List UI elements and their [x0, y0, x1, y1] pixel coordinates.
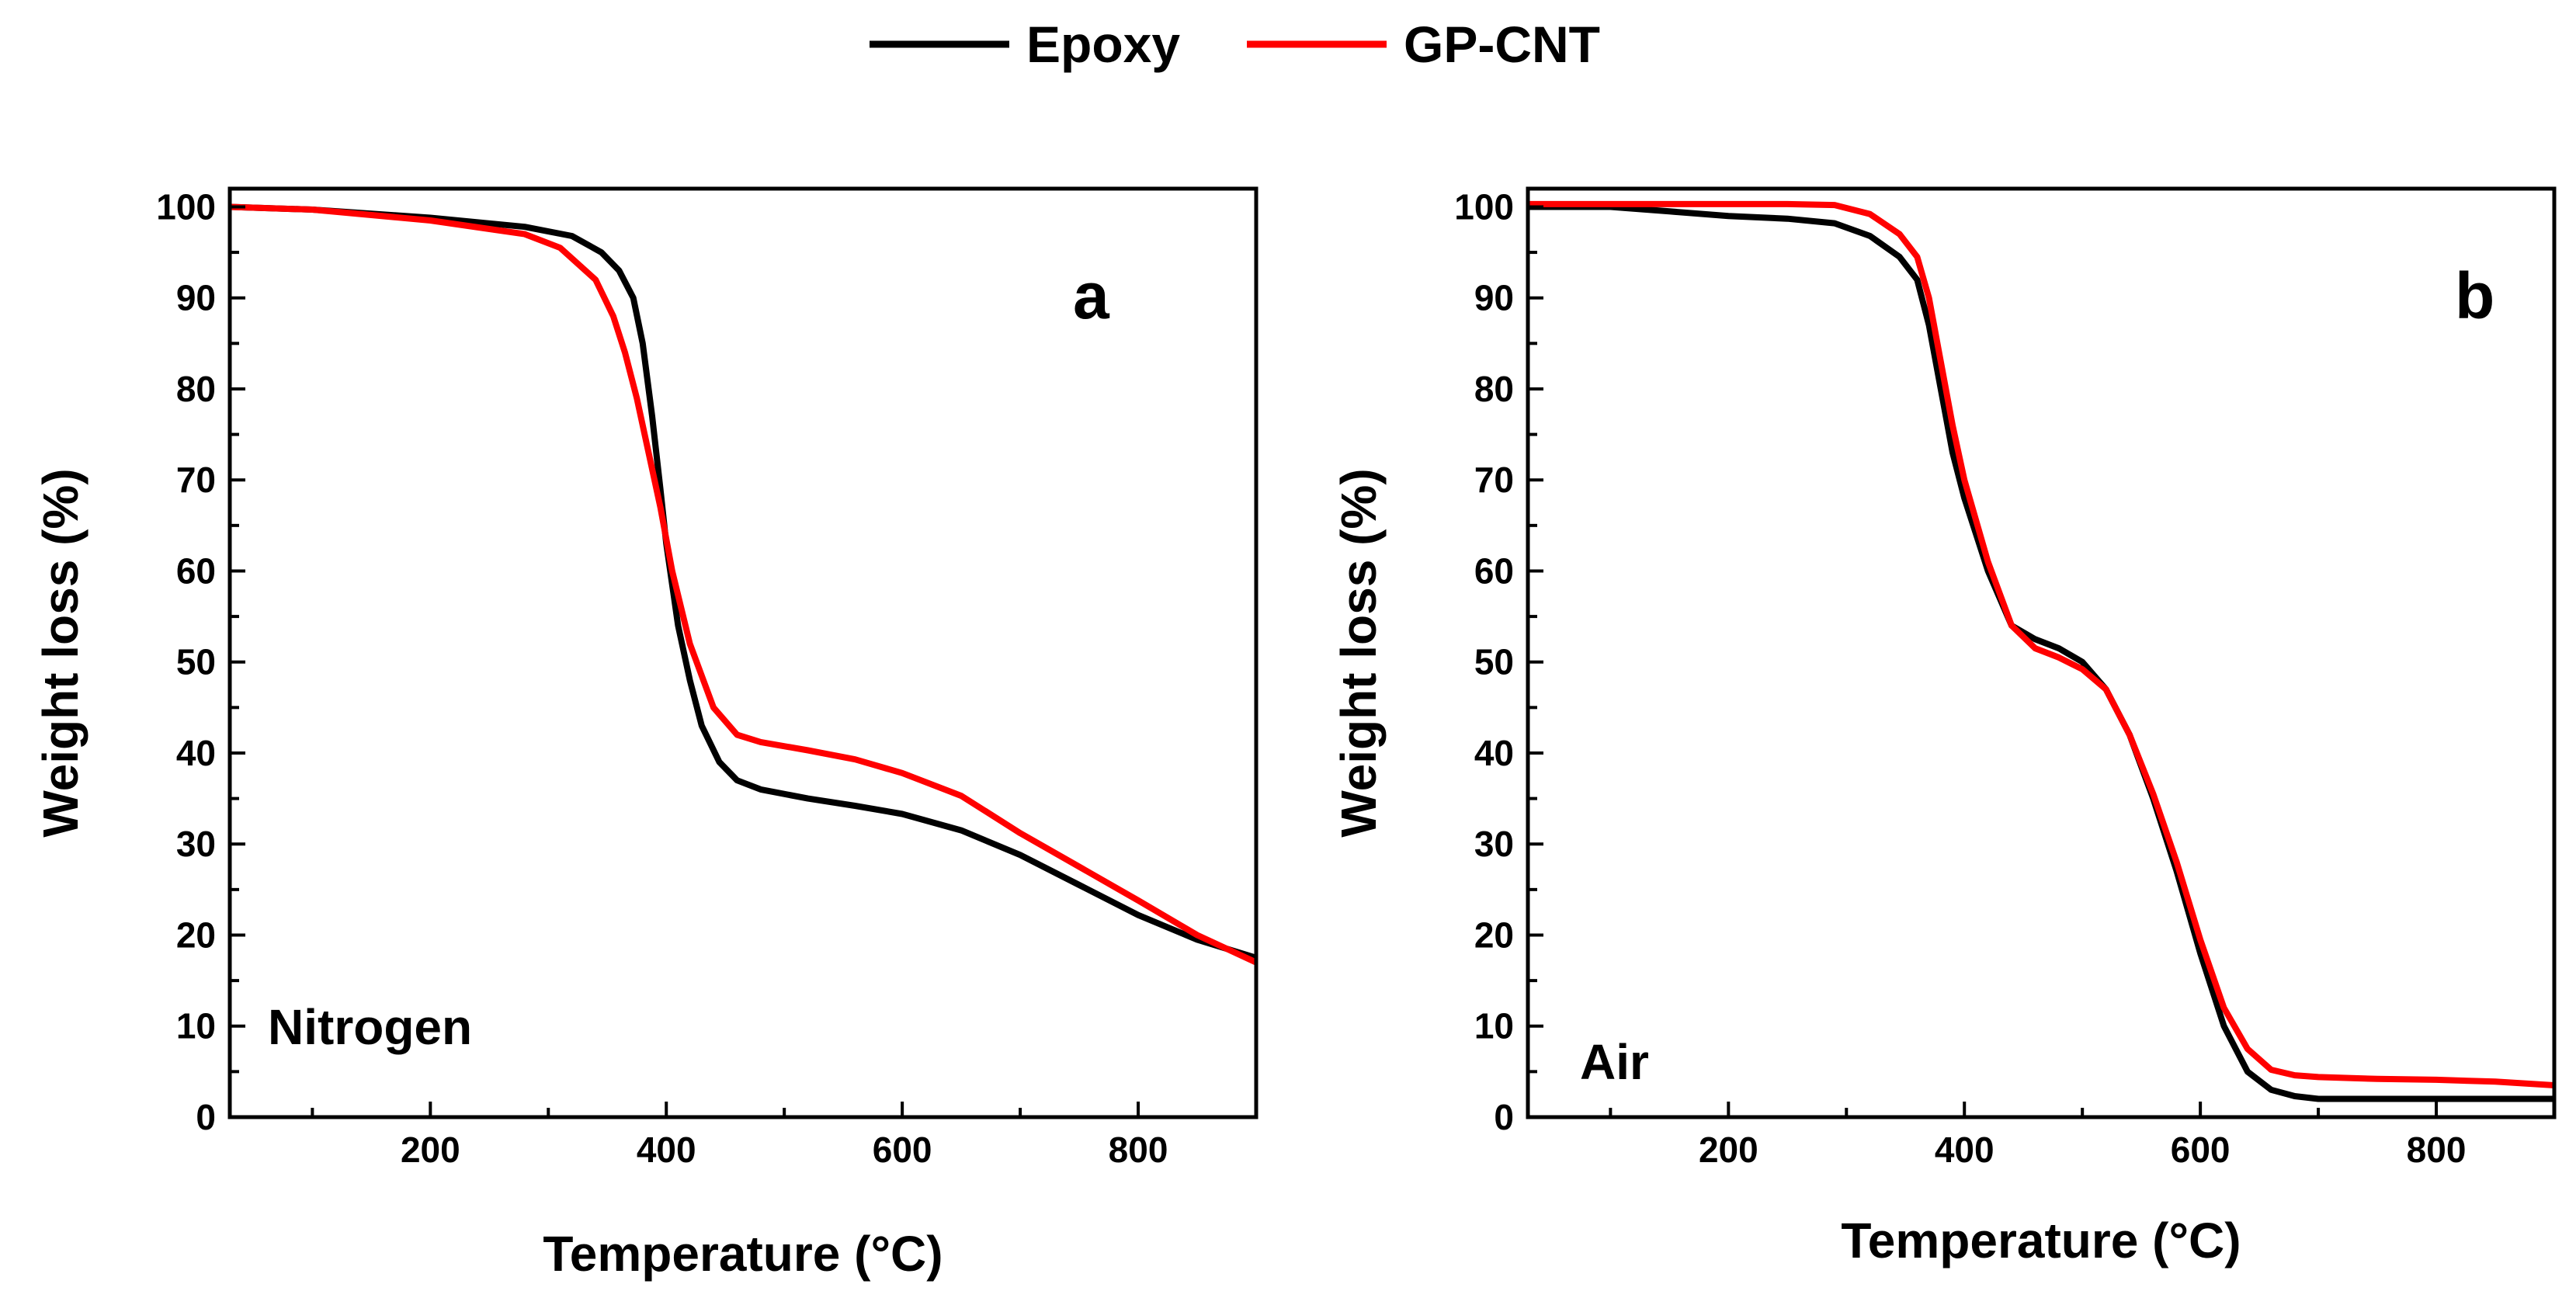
panel-b-ytick-label-70: 70: [1474, 460, 1514, 500]
panel-b-ytick-label-20: 20: [1474, 914, 1514, 955]
panel-b-xtick-label-800: 800: [2407, 1130, 2467, 1170]
panel-b-series: [1528, 200, 2554, 1102]
panel-a-nitrogen: 200 400 600 800 0 10 20 30 40 50 60 70 80 90 100 a Nit…: [33, 186, 1258, 1282]
panel-a-xlabel: Temperature (°C): [543, 1226, 943, 1282]
legend-label-gp-cnt: GP-CNT: [1404, 16, 1600, 73]
panel-a-ytick-label-40: 40: [176, 733, 216, 773]
panel-a-ytick-label-90: 90: [176, 278, 216, 318]
panel-a-xtick-label-600: 600: [873, 1130, 932, 1170]
panel-a-line-epoxy: [230, 203, 1256, 961]
panel-a-ytick-label-50: 50: [176, 642, 216, 682]
panel-b-air: 200 400 600 800 0 10 20 30 40 50 60 70 80 90 100 b Air…: [1331, 186, 2557, 1268]
panel-b-ytick-label-50: 50: [1474, 642, 1514, 682]
panel-b-letter: b: [2455, 259, 2494, 332]
panel-a-ticks: 200 400 600 800 0 10 20 30 40 50 60 70 80 90 100: [156, 186, 1258, 1170]
panel-b-ytick-label-30: 30: [1474, 824, 1514, 864]
panel-b-ticks: 200 400 600 800 0 10 20 30 40 50 60 70 80 90 100: [1454, 186, 2556, 1170]
panel-a-xtick-label-800: 800: [1109, 1130, 1168, 1170]
panel-a-ytick-label-0: 0: [196, 1097, 216, 1137]
panel-a-ylabel: Weight loss (%): [33, 468, 89, 837]
panel-b-line-gp-cnt: [1528, 200, 2554, 1088]
panel-b-atmosphere: Air: [1580, 1034, 1649, 1090]
panel-b-xtick-label-400: 400: [1935, 1130, 1994, 1170]
panel-b-line-epoxy: [1528, 203, 2554, 1102]
panel-b-ytick-label-60: 60: [1474, 550, 1514, 591]
panel-b-ytick-label-90: 90: [1474, 278, 1514, 318]
legend: Epoxy GP-CNT: [870, 16, 1600, 73]
panel-b-ytick-label-100: 100: [1454, 186, 1514, 227]
panel-a-frame: [227, 186, 1258, 1119]
panel-a-ytick-label-70: 70: [176, 460, 216, 500]
panel-a-ytick-label-80: 80: [176, 369, 216, 409]
panel-a-ytick-label-100: 100: [156, 186, 216, 227]
panel-b-ytick-label-10: 10: [1474, 1006, 1514, 1046]
panel-b-ytick-label-0: 0: [1494, 1097, 1514, 1137]
panel-b-ytick-label-40: 40: [1474, 733, 1514, 773]
panel-b-ytick-label-80: 80: [1474, 369, 1514, 409]
panel-b-xlabel: Temperature (°C): [1841, 1213, 2241, 1268]
panel-a-ytick-label-30: 30: [176, 824, 216, 864]
panel-a-xtick-label-400: 400: [637, 1130, 696, 1170]
legend-label-epoxy: Epoxy: [1026, 16, 1180, 73]
panel-a-atmosphere: Nitrogen: [268, 999, 472, 1055]
panel-a-letter: a: [1073, 259, 1110, 332]
panel-b-frame: [1526, 186, 2557, 1119]
panel-a-xtick-label-200: 200: [401, 1130, 460, 1170]
panel-b-xtick-label-600: 600: [2171, 1130, 2231, 1170]
panel-a-ytick-label-10: 10: [176, 1006, 216, 1046]
panel-a-series: [230, 203, 1256, 966]
panel-b-ylabel: Weight loss (%): [1331, 468, 1387, 837]
panel-a-line-gp-cnt: [230, 203, 1256, 966]
panel-a-ytick-label-60: 60: [176, 550, 216, 591]
panel-b-xtick-label-200: 200: [1699, 1130, 1758, 1170]
panel-a-ytick-label-20: 20: [176, 914, 216, 955]
